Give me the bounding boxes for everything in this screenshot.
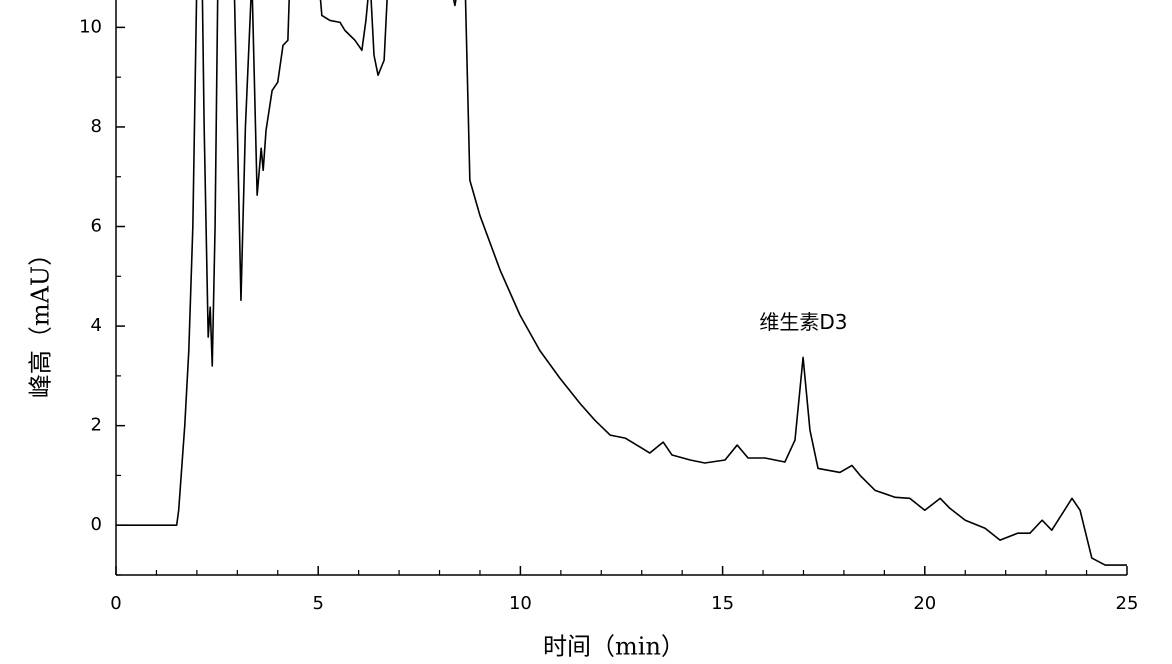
annotation: 维生素D3: [759, 310, 847, 334]
y-tick-label: 8: [91, 116, 102, 137]
plot-area: [116, 0, 1127, 566]
x-axis-title: 时间（min）: [543, 633, 685, 661]
x-tick-label: 20: [913, 593, 936, 614]
x-tick-label: 15: [711, 593, 734, 614]
x-tick-label: 0: [110, 593, 121, 614]
y-tick-label: 10: [79, 16, 102, 37]
x-tick-label: 10: [509, 593, 532, 614]
x-tick-label: 25: [1116, 593, 1139, 614]
y-tick-label: 4: [91, 315, 102, 336]
y-tick-label: 6: [91, 216, 102, 237]
data-line: [116, 0, 1127, 566]
y-tick-label: 2: [91, 415, 102, 436]
y-axis-title: 峰高（mAU）: [27, 242, 55, 398]
x-tick-label: 5: [312, 593, 323, 614]
y-tick-label: 0: [91, 514, 102, 535]
